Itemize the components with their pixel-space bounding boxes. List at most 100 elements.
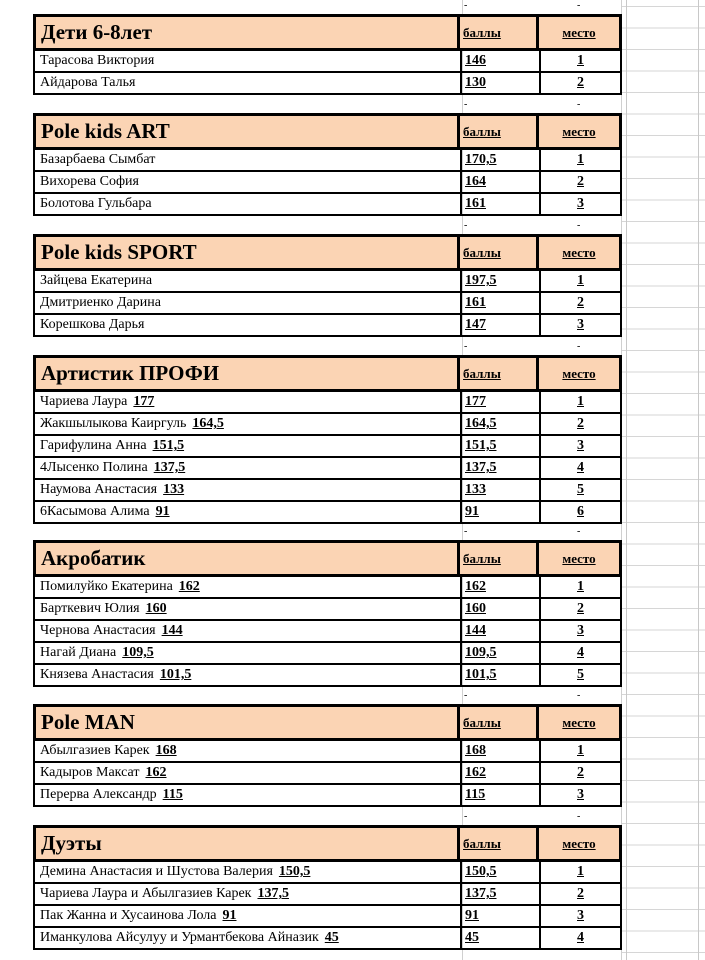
place-cell: 2 [577,416,584,431]
participant-cell: Вихорева София [35,172,462,192]
participant-name: Чернова Анастасия [40,623,156,638]
dash-mark: - [577,341,581,352]
participant-cell: Нагай Диана 109,5 [35,643,462,663]
participant-name: Айдарова Талья [40,75,136,90]
score-header: баллы [460,116,539,147]
participant-cell: Иманкулова Айсулуу и Урмантбекова Айнази… [35,928,462,948]
dash-mark: - [464,526,468,537]
place-cell: 1 [577,152,584,167]
table-row: Чернова Анастасия 144 144 3 [33,621,622,643]
score-cell: 162 [462,577,541,597]
participant-name: Кадыров Максат [40,765,140,780]
participant-name: Барткевич Юлия [40,601,140,616]
place-header: место [562,245,596,260]
spreadsheet-grid [622,0,705,960]
participant-cell: Князева Анастасия 101,5 [35,665,462,685]
table-row: Абылгазиев Карек 168 168 1 [33,741,622,763]
place-cell: 2 [577,886,584,901]
participant-name: Пак Жанна и Хусаинова Лола [40,908,217,923]
table-row: 4Лысенко Полина 137,5 137,5 4 [33,458,622,480]
participant-name: Тарасова Виктория [40,53,155,68]
score-header: баллы [460,828,539,859]
participant-name: Князева Анастасия [40,667,154,682]
participant-cell: Перерва Александр 115 [35,785,462,805]
table-row: Перерва Александр 115 115 3 [33,785,622,807]
place-header: место [562,551,596,566]
table-header: Артистик ПРОФИ баллы место [33,355,622,392]
place-cell: 2 [577,75,584,90]
score-cell: 137,5 [462,458,541,478]
table-header: Pole MAN баллы место [33,704,622,741]
score-cell: 160 [462,599,541,619]
table-row: Жакшылыкова Каиргуль 164,5 164,5 2 [33,414,622,436]
table-row: Чариева Лаура и Абылгазиев Карек 137,5 13… [33,884,622,906]
score-cell: 147 [462,315,541,335]
score-cell: 130 [462,73,541,93]
table-row: Айдарова Талья 130 2 [33,73,622,95]
participant-cell: Демина Анастасия и Шустова Валерия 150,5 [35,862,462,882]
score-cell: 150,5 [462,862,541,882]
participant-cell: Болотова Гульбара [35,194,462,214]
score-header: баллы [460,17,539,48]
table-header: Pole kids ART баллы место [33,113,622,150]
table-row: Помилуйко Екатерина 162 162 1 [33,577,622,599]
table-row: Кадыров Максат 162 162 2 [33,763,622,785]
dash-mark: - [464,811,468,822]
place-cell: 4 [577,645,584,660]
place-cell: 4 [577,460,584,475]
dash-mark: - [577,526,581,537]
participant-name: Перерва Александр [40,787,157,802]
place-cell: 1 [577,864,584,879]
participant-name: Болотова Гульбара [40,196,152,211]
place-cell: 1 [577,394,584,409]
participant-name: Гарифулина Анна [40,438,147,453]
score-header: баллы [460,707,539,738]
participant-cell: Пак Жанна и Хусаинова Лола 91 [35,906,462,926]
score-cell: 91 [462,502,541,522]
table-row: Болотова Гульбара 161 3 [33,194,622,216]
participant-name: Чариева Лаура [40,394,128,409]
place-header: место [562,366,596,381]
table-row: 6Касымова Алима 91 91 6 [33,502,622,524]
place-cell: 2 [577,601,584,616]
participant-name: Зайцева Екатерина [40,273,153,288]
place-cell: 3 [577,787,584,802]
participant-cell: Базарбаева Сымбат [35,150,462,170]
inline-score: 133 [163,482,185,497]
score-cell: 168 [462,741,541,761]
results-table: - - Дуэты баллы место Демина Анастасия и … [33,811,622,950]
participant-cell: Чариева Лаура 177 [35,392,462,412]
inline-score: 109,5 [122,645,154,660]
participant-name: Дмитриенко Дарина [40,295,161,310]
place-cell: 3 [577,908,584,923]
inline-score: 162 [178,579,200,594]
place-cell: 4 [577,930,584,945]
participant-name: Базарбаева Сымбат [40,152,156,167]
dash-mark: - [577,0,581,11]
score-cell: 161 [462,293,541,313]
participant-name: 6Касымова Алима [40,504,150,519]
table-header: Дуэты баллы место [33,825,622,862]
inline-score: 144 [161,623,183,638]
table-row: Барткевич Юлия 160 160 2 [33,599,622,621]
dash-mark: - [464,690,468,701]
score-cell: 101,5 [462,665,541,685]
results-table: - - Pole kids ART баллы место Базарбаева … [33,99,622,216]
participant-cell: Айдарова Талья [35,73,462,93]
participant-cell: Тарасова Виктория [35,51,462,71]
place-header: место [562,715,596,730]
dash-mark: - [577,811,581,822]
participant-name: Чариева Лаура и Абылгазиев Карек [40,886,252,901]
table-row: Иманкулова Айсулуу и Урмантбекова Айнази… [33,928,622,950]
participant-cell: Гарифулина Анна 151,5 [35,436,462,456]
place-cell: 3 [577,623,584,638]
score-cell: 91 [462,906,541,926]
score-cell: 109,5 [462,643,541,663]
table-row: Дмитриенко Дарина 161 2 [33,293,622,315]
column-gridline [462,0,463,960]
dash-mark: - [464,99,468,110]
table-row: Князева Анастасия 101,5 101,5 5 [33,665,622,687]
category-title: Дети 6-8лет [36,17,460,48]
place-cell: 3 [577,438,584,453]
table-row: Пак Жанна и Хусаинова Лола 91 91 3 [33,906,622,928]
